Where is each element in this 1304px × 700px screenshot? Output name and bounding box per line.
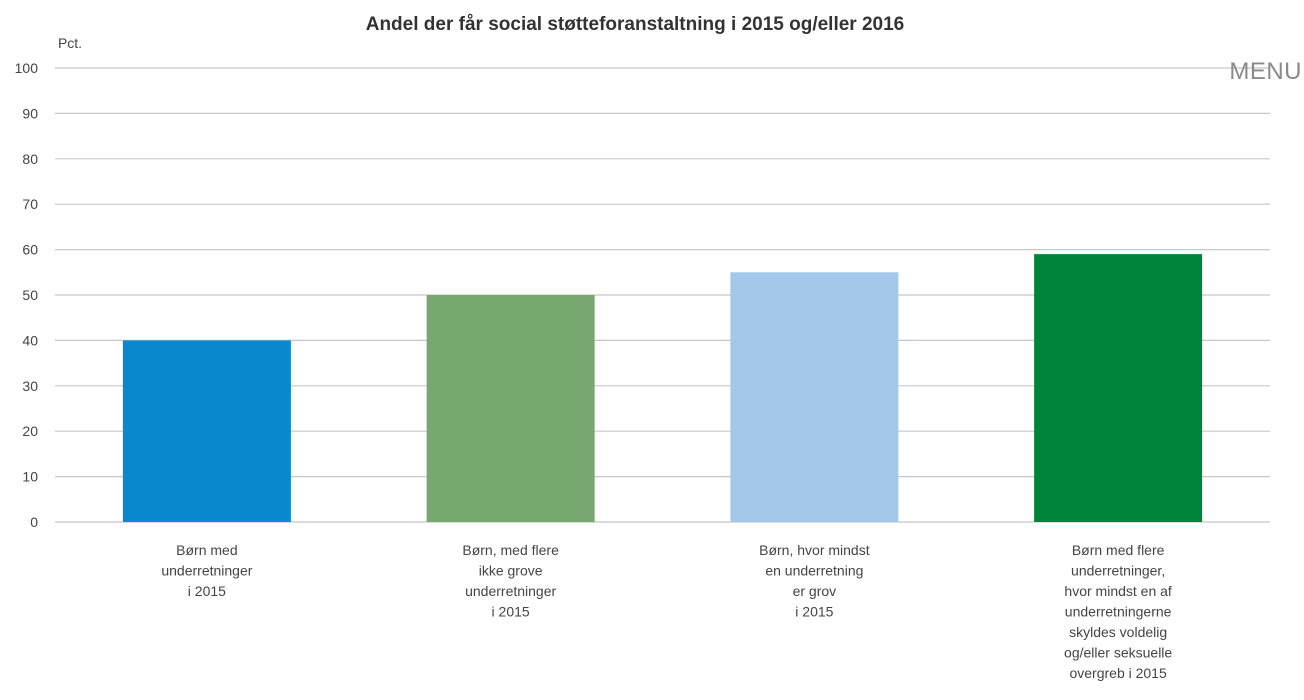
y-tick-label: 50: [22, 287, 38, 303]
y-tick-label: 10: [22, 469, 38, 485]
y-tick-label: 80: [22, 151, 38, 167]
y-tick-label: 90: [22, 105, 38, 121]
chart-title: Andel der får social støtteforanstaltnin…: [366, 14, 905, 35]
x-tick-label: i 2015: [188, 583, 226, 599]
bar-3: [730, 272, 899, 522]
x-tick-label: Børn med flere: [1072, 542, 1165, 558]
y-tick-label: 20: [22, 423, 38, 439]
x-tick-label: i 2015: [492, 604, 530, 620]
y-axis-ticks: 0 10 20 30 40 50 60 70 80 90 100: [15, 60, 39, 530]
x-tick-label: skyldes voldelig: [1069, 624, 1167, 640]
x-tick-label: en underretning: [765, 563, 863, 579]
bar-4: [1034, 254, 1203, 522]
x-tick-label: hvor mindst en af: [1064, 583, 1171, 599]
x-tick-label: og/eller seksuelle: [1064, 645, 1172, 661]
x-tick-label: Børn, hvor mindst: [759, 542, 870, 558]
x-tick-label: i 2015: [795, 604, 833, 620]
y-tick-label: 0: [30, 514, 38, 530]
x-tick-label: underretninger: [465, 583, 556, 599]
x-tick-label: Børn, med flere: [462, 542, 559, 558]
x-tick-label: Børn med: [176, 542, 237, 558]
y-axis-unit-label: Pct.: [58, 35, 82, 51]
y-tick-label: 100: [15, 60, 39, 76]
x-tick-label: overgreb i 2015: [1069, 665, 1167, 681]
bars: [122, 254, 1203, 522]
x-tick-label: er grov: [793, 583, 837, 599]
x-tick-label: underretninger: [161, 563, 252, 579]
x-tick-label: ikke grove: [479, 563, 543, 579]
y-tick-label: 60: [22, 242, 38, 258]
x-tick-label: underretningerne: [1065, 604, 1172, 620]
bar-1: [122, 340, 291, 522]
y-tick-label: 40: [22, 332, 38, 348]
menu-button[interactable]: MENU: [1229, 58, 1302, 85]
bar-2: [426, 295, 595, 522]
x-axis-labels: Børn med underretninger i 2015 Børn, med fl…: [161, 542, 1172, 681]
y-tick-label: 70: [22, 196, 38, 212]
y-tick-label: 30: [22, 378, 38, 394]
x-tick-label: underretninger,: [1071, 563, 1165, 579]
